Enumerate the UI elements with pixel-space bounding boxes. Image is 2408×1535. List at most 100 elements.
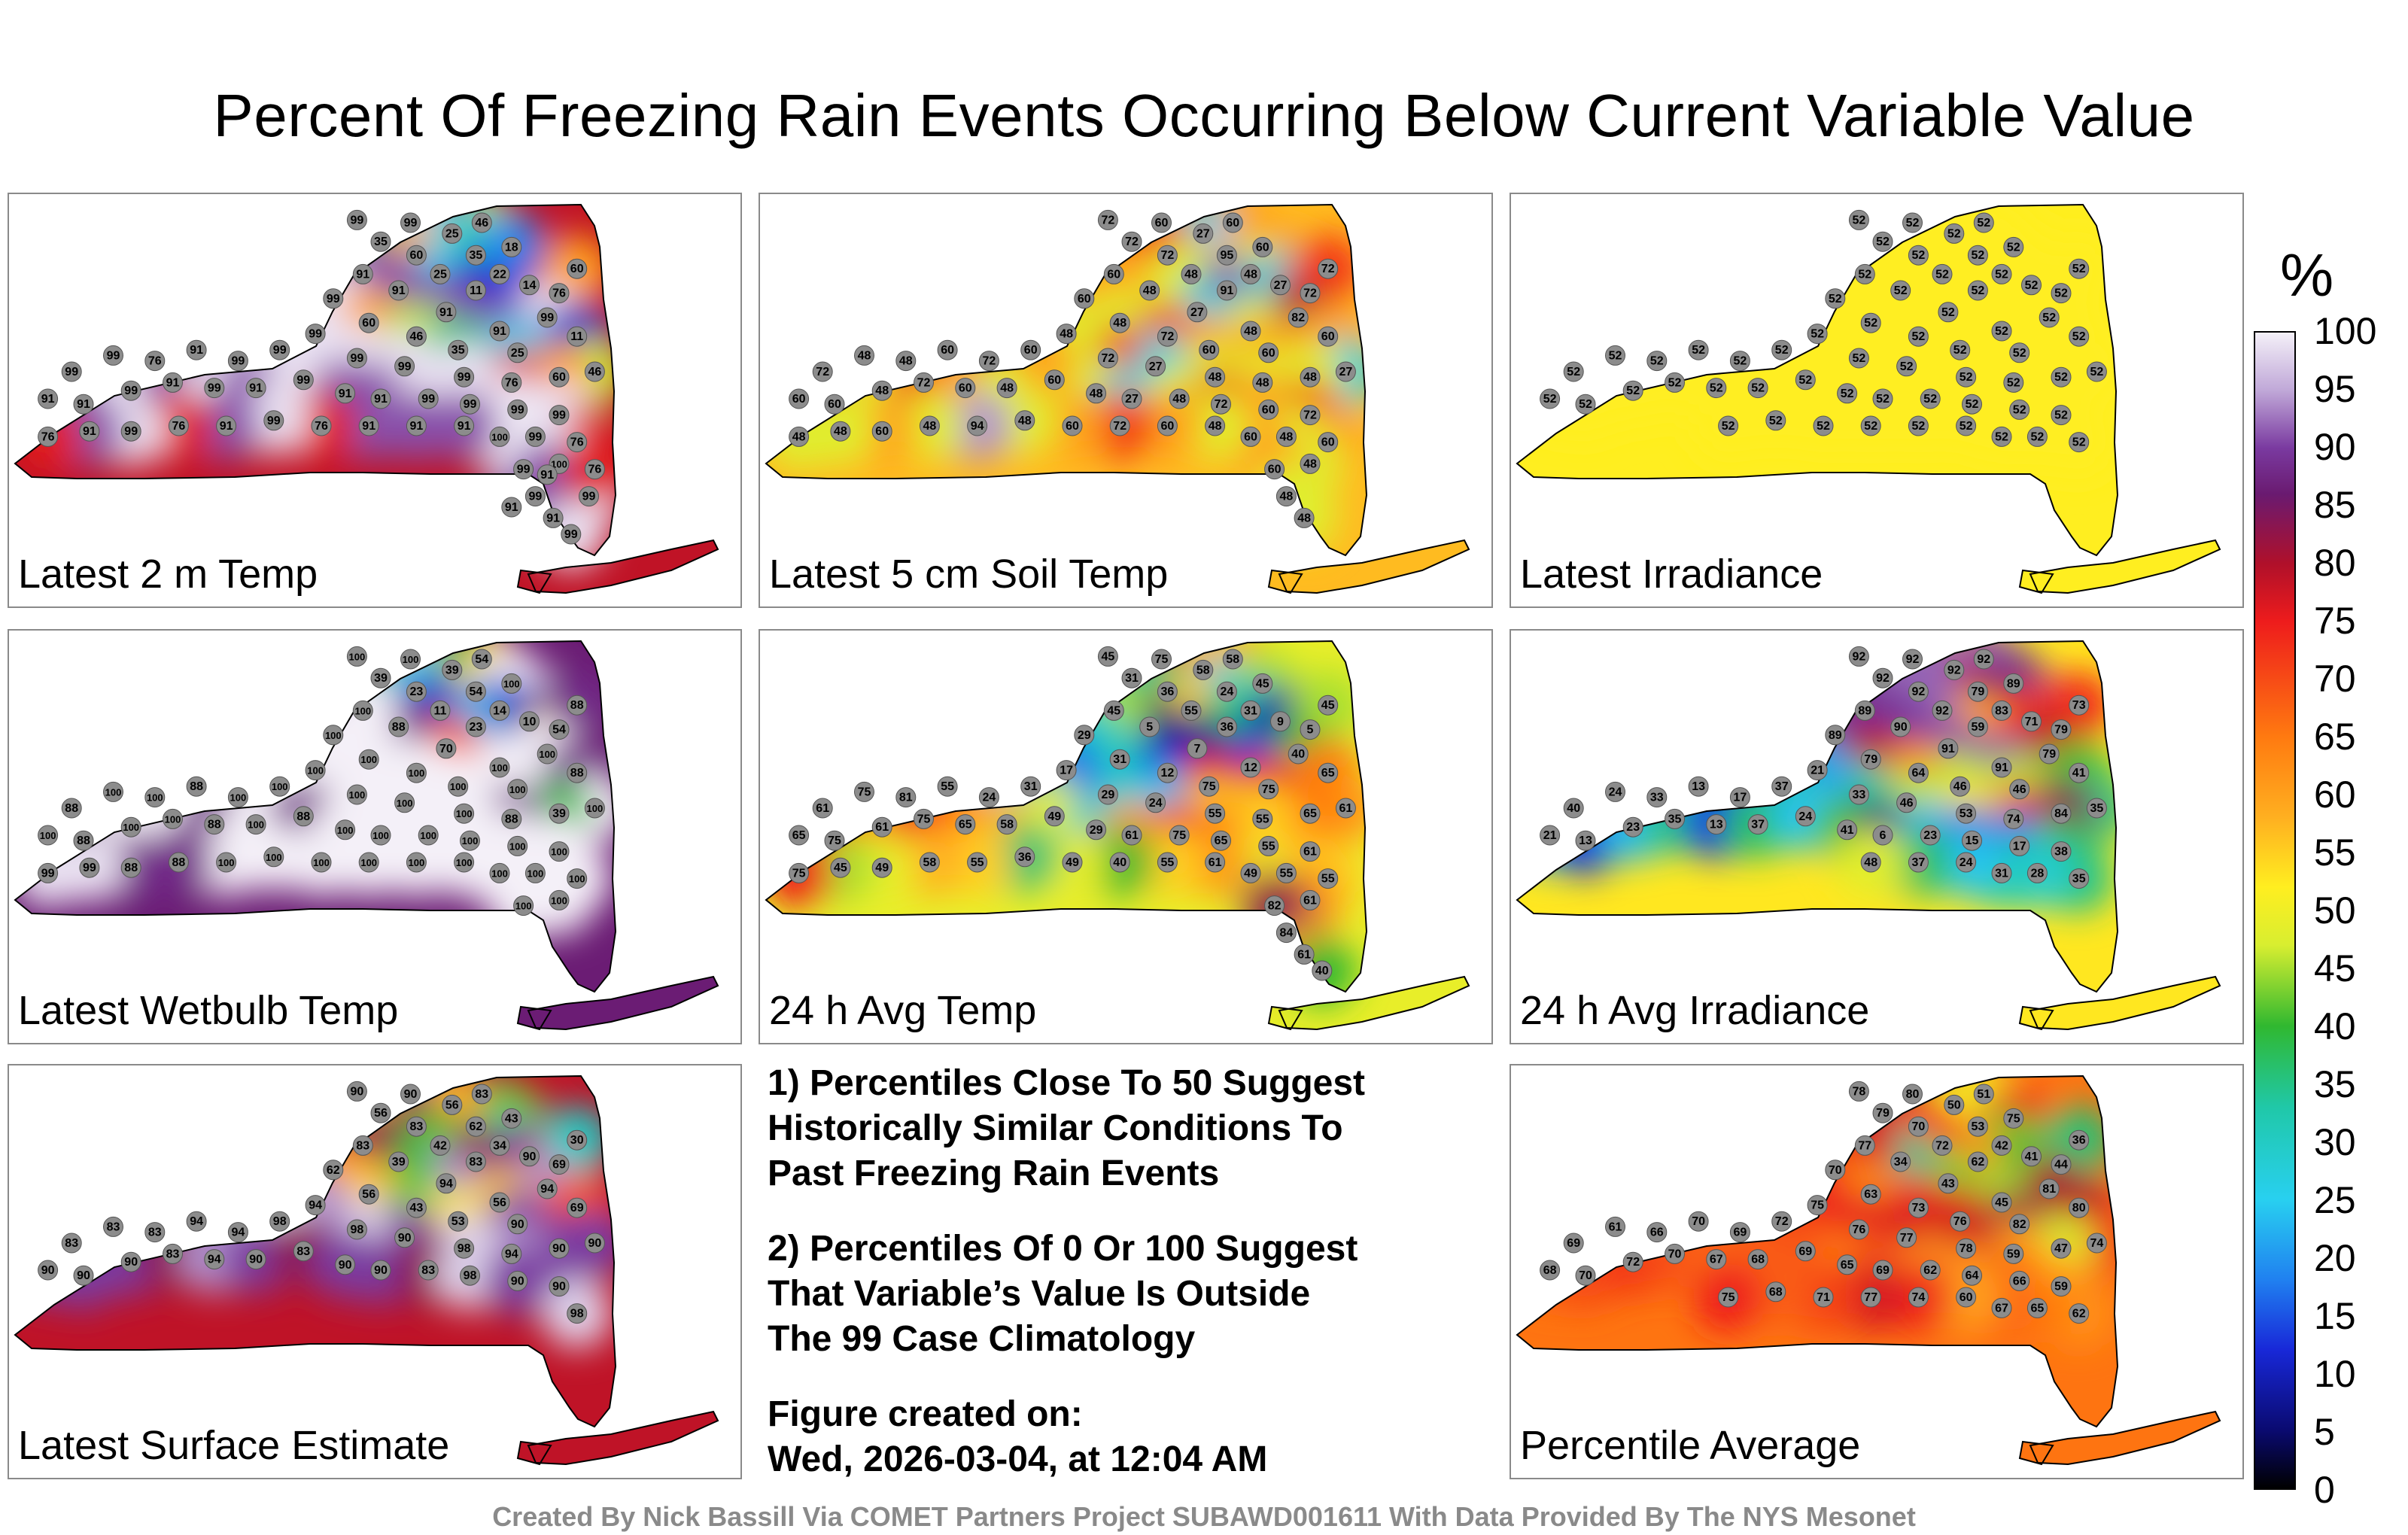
- station-value: 45: [1256, 677, 1269, 690]
- station-marker: [549, 1276, 570, 1297]
- station-value: 23: [1626, 821, 1640, 834]
- station-marker: [507, 779, 528, 800]
- station-value: 100: [354, 705, 371, 716]
- station-marker: [460, 394, 480, 415]
- station-marker: [406, 1116, 427, 1137]
- station-value: 52: [1960, 371, 1973, 384]
- station-value: 100: [509, 840, 526, 852]
- station-value: 100: [503, 678, 520, 689]
- station-value: 72: [1102, 214, 1115, 226]
- station-value: 52: [2007, 376, 2020, 389]
- station-value: 27: [1149, 360, 1163, 373]
- station-marker: [501, 497, 522, 518]
- station-value: 91: [166, 376, 180, 389]
- station-value: 11: [434, 704, 447, 717]
- station-value: 60: [1047, 374, 1061, 387]
- state-outline: [765, 640, 1368, 993]
- station-value: 33: [1853, 789, 1866, 801]
- station-marker: [1771, 776, 1792, 797]
- station-value: 35: [470, 249, 483, 262]
- station-value: 100: [509, 784, 526, 795]
- station-marker: [1944, 223, 1965, 244]
- colorbar-tick-label: 90: [2314, 426, 2356, 468]
- station-value: 91: [458, 420, 471, 433]
- station-marker: [854, 781, 874, 802]
- station-marker: [1169, 825, 1190, 846]
- station-value: 77: [1864, 1291, 1877, 1304]
- station-value: 94: [232, 1226, 245, 1239]
- station-value: 45: [834, 862, 847, 874]
- station-marker: [1908, 1197, 1929, 1218]
- station-value: 60: [552, 371, 566, 384]
- station-marker: [120, 1251, 141, 1272]
- station-marker: [567, 1129, 588, 1150]
- station-value: 91: [540, 469, 554, 482]
- station-value: 99: [273, 344, 287, 357]
- station-value: 90: [1894, 721, 1908, 734]
- station-value: 99: [124, 385, 138, 397]
- station-marker: [871, 857, 892, 878]
- station-value: 60: [1155, 217, 1169, 229]
- state-outline: [516, 1005, 552, 1031]
- station-value: 62: [1972, 1156, 1985, 1169]
- station-marker: [1747, 1249, 1768, 1270]
- station-marker: [567, 695, 588, 716]
- station-value: 52: [2054, 371, 2068, 384]
- station-marker: [967, 415, 988, 436]
- station-marker: [2009, 399, 2030, 420]
- station-value: 90: [588, 1237, 602, 1250]
- station-value: 48: [1143, 284, 1157, 297]
- station-value: 35: [2090, 802, 2104, 815]
- station-value: 100: [248, 819, 264, 831]
- station-marker: [418, 825, 439, 846]
- station-value: 49: [875, 862, 889, 874]
- station-value: 48: [1184, 268, 1198, 281]
- station-value: 61: [816, 802, 829, 815]
- station-marker: [358, 1184, 379, 1205]
- station-marker: [1193, 659, 1214, 680]
- station-marker: [537, 464, 558, 485]
- station-value: 94: [505, 1248, 518, 1260]
- station-value: 99: [327, 293, 340, 305]
- station-value: 83: [107, 1220, 120, 1233]
- station-marker: [1605, 781, 1625, 802]
- station-marker: [567, 326, 588, 347]
- station-value: 60: [362, 317, 375, 330]
- station-marker: [144, 351, 166, 372]
- station-marker: [406, 326, 427, 347]
- station-marker: [2069, 695, 2090, 716]
- station-marker: [567, 762, 588, 783]
- station-value: 61: [1209, 856, 1222, 869]
- station-value: 83: [148, 1226, 162, 1239]
- station-marker: [584, 361, 605, 382]
- station-value: 83: [356, 1139, 369, 1152]
- station-marker: [1109, 749, 1130, 770]
- station-value: 69: [1798, 1245, 1812, 1258]
- station-marker: [1646, 787, 1668, 808]
- station-value: 69: [1567, 1237, 1580, 1250]
- station-value: 72: [1113, 420, 1126, 433]
- station-value: 9: [1277, 716, 1284, 728]
- station-marker: [507, 342, 528, 363]
- station-marker: [489, 700, 510, 721]
- station-value: 72: [1125, 236, 1139, 248]
- station-value: 27: [1196, 227, 1210, 240]
- station-value: 61: [875, 821, 889, 834]
- station-marker: [1605, 1216, 1625, 1237]
- state-outline: [516, 569, 552, 594]
- station-value: 94: [540, 1183, 554, 1196]
- station-marker: [1270, 711, 1291, 732]
- station-value: 100: [528, 868, 544, 879]
- station-value: 40: [1113, 856, 1126, 869]
- station-value: 92: [1977, 653, 1990, 666]
- station-marker: [789, 426, 810, 447]
- station-marker: [1222, 649, 1243, 670]
- station-value: 52: [1941, 306, 1955, 319]
- station-value: 88: [124, 862, 138, 874]
- station-value: 83: [410, 1120, 424, 1133]
- station-marker: [471, 1084, 492, 1105]
- station-value: 48: [1244, 268, 1257, 281]
- station-value: 64: [1966, 1269, 1979, 1282]
- station-value: 72: [1161, 330, 1175, 343]
- station-marker: [1252, 372, 1273, 393]
